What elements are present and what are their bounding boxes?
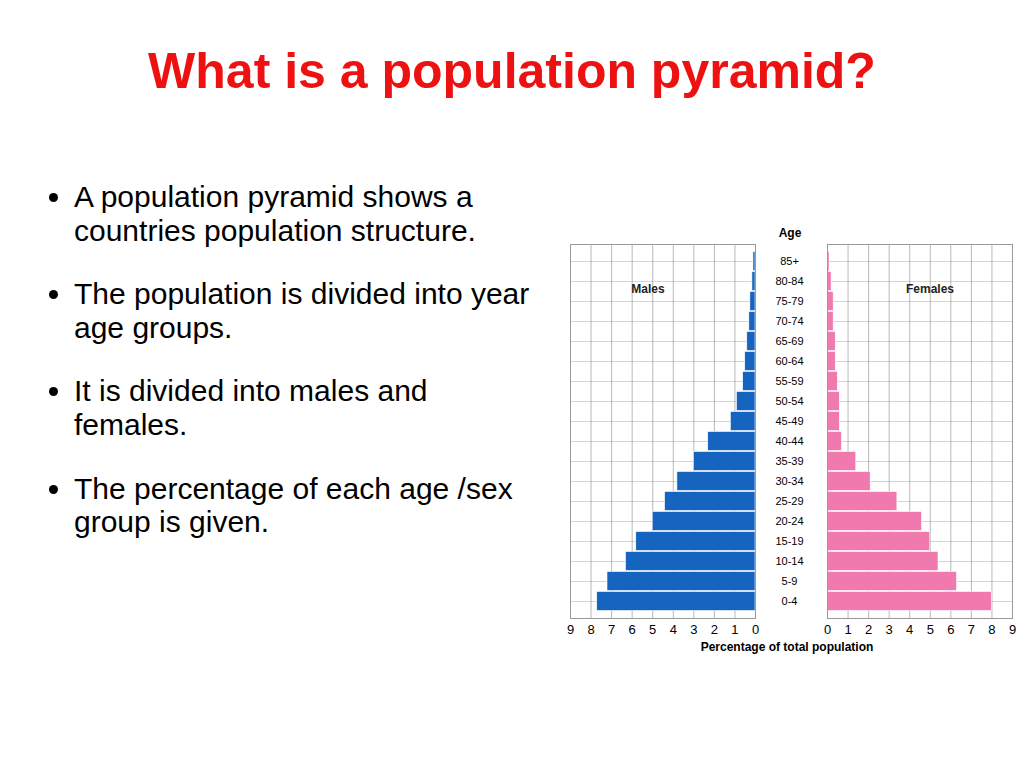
svg-text:25-29: 25-29	[775, 495, 803, 507]
svg-text:60-64: 60-64	[775, 355, 803, 367]
svg-text:70-74: 70-74	[775, 315, 803, 327]
html-text:The percentage of each age /se: The percentage of each age /sex group is…	[74, 471, 513, 539]
svg-text:85+: 85+	[780, 255, 799, 267]
svg-text:6: 6	[947, 622, 954, 637]
svg-text:7: 7	[608, 622, 615, 637]
svg-text:2: 2	[711, 622, 718, 637]
svg-text:0: 0	[824, 622, 831, 637]
svg-text:4: 4	[906, 622, 913, 637]
svg-text:5: 5	[649, 622, 656, 637]
svg-text:6: 6	[629, 622, 636, 637]
svg-text:65-69: 65-69	[775, 335, 803, 347]
svg-text:Females: Females	[906, 282, 954, 296]
svg-text:1: 1	[844, 622, 851, 637]
svg-text:9: 9	[567, 622, 574, 637]
svg-text:35-39: 35-39	[775, 455, 803, 467]
html-text:Age: Age	[778, 226, 802, 240]
svg-text:5-9: 5-9	[782, 575, 798, 587]
html-text:Percentage of total population: Percentage of total population	[700, 640, 874, 654]
svg-text:20-24: 20-24	[775, 515, 803, 527]
svg-text:9: 9	[1009, 622, 1016, 637]
svg-text:5: 5	[927, 622, 934, 637]
svg-text:3: 3	[690, 622, 697, 637]
svg-text:3: 3	[886, 622, 893, 637]
svg-text:2: 2	[865, 622, 872, 637]
html-text:It is divided into males and f: It is divided into males and females.	[74, 374, 428, 441]
svg-text:80-84: 80-84	[775, 275, 803, 287]
svg-text:7: 7	[968, 622, 975, 637]
svg-text:8: 8	[587, 622, 594, 637]
svg-text:50-54: 50-54	[775, 395, 803, 407]
svg-text:0: 0	[752, 622, 759, 637]
svg-text:40-44: 40-44	[775, 435, 803, 447]
svg-text:15-19: 15-19	[775, 535, 803, 547]
svg-text:Males: Males	[631, 282, 665, 296]
svg-text:75-79: 75-79	[775, 295, 803, 307]
svg-text:1: 1	[731, 622, 738, 637]
html-text:The population is divided into: The population is divided into year age …	[74, 277, 530, 344]
svg-text:0-4: 0-4	[782, 595, 798, 607]
html-text:What is a population pyramid?: What is a population pyramid?	[148, 43, 876, 99]
svg-text:55-59: 55-59	[775, 375, 803, 387]
svg-text:10-14: 10-14	[775, 555, 803, 567]
svg-text:8: 8	[988, 622, 995, 637]
svg-text:4: 4	[670, 622, 677, 637]
svg-text:45-49: 45-49	[775, 415, 803, 427]
svg-text:30-34: 30-34	[775, 475, 803, 487]
html-text:A population pyramid shows a c: A population pyramid shows a countries p…	[74, 180, 476, 247]
